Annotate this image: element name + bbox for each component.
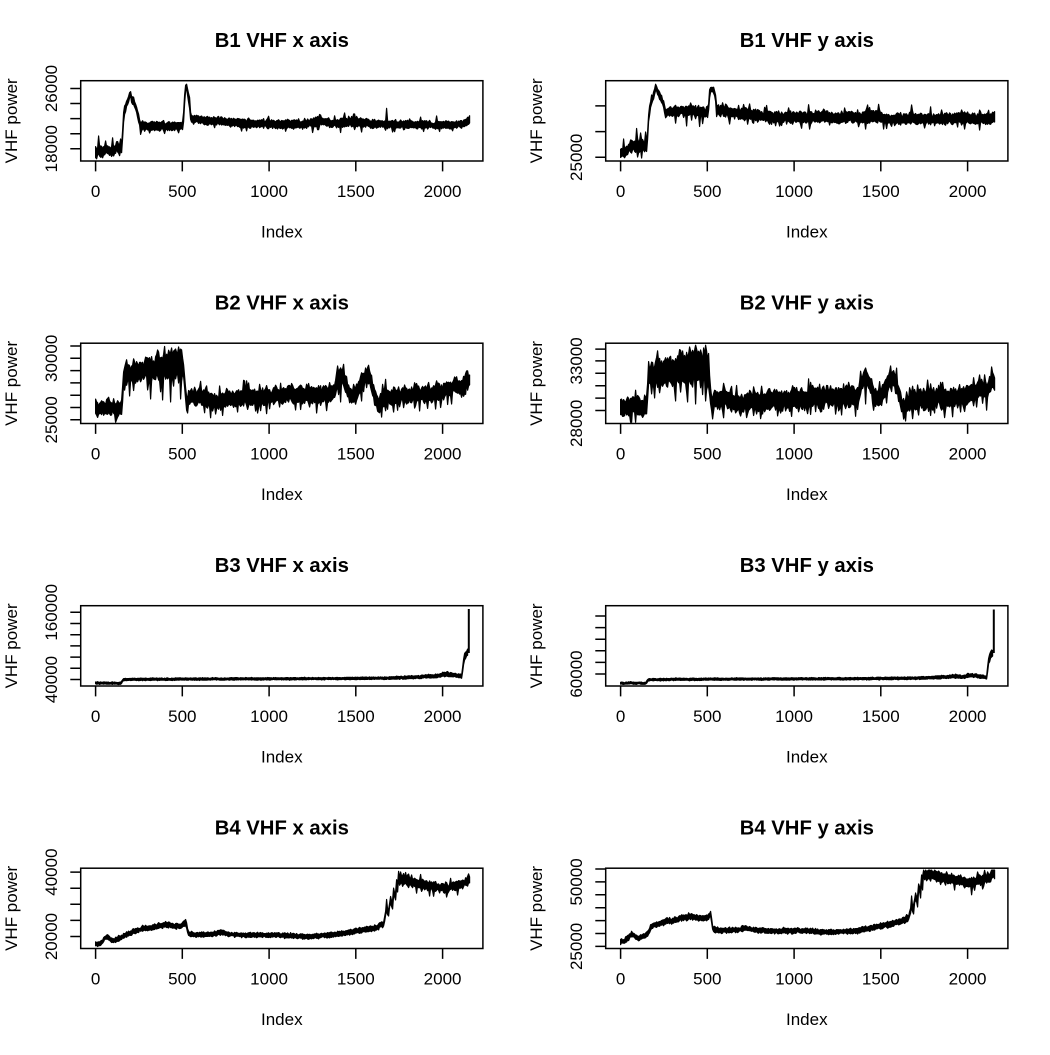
- svg-text:1500: 1500: [862, 182, 900, 201]
- svg-text:VHF power: VHF power: [2, 78, 21, 163]
- svg-text:1000: 1000: [250, 707, 288, 726]
- svg-text:33000: 33000: [567, 337, 586, 384]
- svg-text:0: 0: [91, 707, 100, 726]
- svg-text:1500: 1500: [862, 445, 900, 464]
- svg-text:B1 VHF x axis: B1 VHF x axis: [215, 30, 349, 52]
- svg-text:VHF power: VHF power: [527, 341, 546, 426]
- svg-text:1000: 1000: [775, 445, 813, 464]
- svg-text:28000: 28000: [567, 400, 586, 447]
- svg-text:0: 0: [91, 445, 100, 464]
- svg-text:B3 VHF y axis: B3 VHF y axis: [740, 555, 874, 577]
- svg-text:2000: 2000: [424, 970, 462, 989]
- svg-text:B1 VHF y axis: B1 VHF y axis: [740, 30, 874, 52]
- svg-text:26000: 26000: [42, 65, 61, 112]
- svg-text:0: 0: [616, 707, 625, 726]
- svg-text:0: 0: [616, 445, 625, 464]
- svg-text:500: 500: [693, 182, 721, 201]
- svg-text:1000: 1000: [250, 970, 288, 989]
- svg-text:500: 500: [168, 182, 196, 201]
- svg-text:Index: Index: [786, 747, 828, 766]
- svg-text:1500: 1500: [337, 445, 375, 464]
- svg-text:500: 500: [693, 970, 721, 989]
- svg-text:1500: 1500: [862, 970, 900, 989]
- svg-text:Index: Index: [261, 485, 303, 504]
- svg-text:Index: Index: [786, 222, 828, 241]
- svg-text:20000: 20000: [42, 913, 61, 960]
- svg-text:500: 500: [693, 707, 721, 726]
- svg-text:Index: Index: [786, 485, 828, 504]
- svg-text:0: 0: [616, 182, 625, 201]
- svg-text:0: 0: [91, 182, 100, 201]
- svg-text:2000: 2000: [424, 182, 462, 201]
- svg-text:VHF power: VHF power: [2, 603, 21, 688]
- svg-text:50000: 50000: [567, 858, 586, 905]
- svg-text:2000: 2000: [949, 182, 987, 201]
- svg-text:B2 VHF x axis: B2 VHF x axis: [215, 292, 349, 314]
- svg-text:25000: 25000: [567, 923, 586, 970]
- svg-text:1000: 1000: [775, 182, 813, 201]
- svg-text:1500: 1500: [337, 970, 375, 989]
- svg-text:30000: 30000: [42, 335, 61, 382]
- svg-text:1500: 1500: [337, 707, 375, 726]
- svg-text:0: 0: [91, 970, 100, 989]
- svg-text:VHF power: VHF power: [527, 603, 546, 688]
- svg-text:B3 VHF x axis: B3 VHF x axis: [215, 555, 349, 577]
- svg-text:1500: 1500: [862, 707, 900, 726]
- svg-text:2000: 2000: [949, 970, 987, 989]
- svg-text:1500: 1500: [337, 182, 375, 201]
- svg-text:B4 VHF y axis: B4 VHF y axis: [740, 817, 874, 839]
- svg-text:VHF power: VHF power: [527, 866, 546, 951]
- svg-text:40000: 40000: [42, 656, 61, 703]
- svg-text:VHF power: VHF power: [2, 866, 21, 951]
- svg-text:500: 500: [168, 445, 196, 464]
- svg-text:1000: 1000: [775, 707, 813, 726]
- svg-text:Index: Index: [261, 747, 303, 766]
- svg-text:60000: 60000: [567, 650, 586, 697]
- svg-text:Index: Index: [261, 1010, 303, 1029]
- svg-text:B2 VHF y axis: B2 VHF y axis: [740, 292, 874, 314]
- svg-text:VHF power: VHF power: [2, 341, 21, 426]
- svg-text:VHF power: VHF power: [527, 78, 546, 163]
- svg-text:2000: 2000: [424, 707, 462, 726]
- svg-text:1000: 1000: [250, 182, 288, 201]
- svg-text:0: 0: [616, 970, 625, 989]
- svg-text:160000: 160000: [42, 584, 61, 641]
- svg-text:25000: 25000: [567, 134, 586, 181]
- svg-text:25000: 25000: [42, 396, 61, 443]
- svg-text:B4 VHF x axis: B4 VHF x axis: [215, 817, 349, 839]
- svg-text:1000: 1000: [775, 970, 813, 989]
- svg-text:Index: Index: [786, 1010, 828, 1029]
- svg-text:500: 500: [168, 970, 196, 989]
- svg-text:1000: 1000: [250, 445, 288, 464]
- svg-text:40000: 40000: [42, 848, 61, 895]
- svg-text:18000: 18000: [42, 125, 61, 172]
- svg-text:Index: Index: [261, 222, 303, 241]
- svg-text:2000: 2000: [949, 707, 987, 726]
- svg-text:2000: 2000: [949, 445, 987, 464]
- svg-text:500: 500: [693, 445, 721, 464]
- svg-text:2000: 2000: [424, 445, 462, 464]
- svg-text:500: 500: [168, 707, 196, 726]
